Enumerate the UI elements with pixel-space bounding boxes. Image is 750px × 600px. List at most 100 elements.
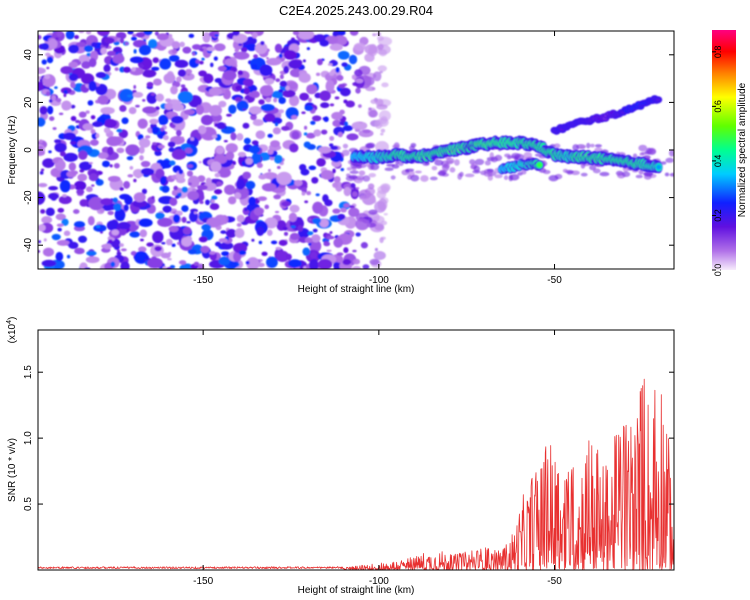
noise-blob <box>274 210 280 214</box>
haze-blob <box>635 174 643 179</box>
noise-blob <box>114 67 119 71</box>
noise-blob <box>358 170 366 176</box>
noise-blob <box>68 241 79 249</box>
noise-blob <box>90 115 96 120</box>
track-core <box>656 164 662 170</box>
noise-blob <box>160 159 173 169</box>
noise-blob <box>368 109 378 118</box>
noise-blob <box>267 168 271 172</box>
noise-blob <box>245 260 250 265</box>
noise-blob <box>178 260 187 265</box>
haze-blob <box>589 164 597 171</box>
noise-blob <box>270 240 278 245</box>
noise-blob <box>148 39 158 49</box>
noise-blob <box>88 196 104 211</box>
noise-blob <box>242 78 254 87</box>
noise-blob <box>142 99 146 102</box>
noise-blob <box>241 47 248 53</box>
noise-blob <box>312 201 324 214</box>
noise-blob <box>170 85 178 95</box>
noise-blob <box>273 154 283 164</box>
noise-blob <box>82 123 94 131</box>
noise-blob <box>85 256 100 264</box>
noise-blob <box>298 72 311 83</box>
haze-blob <box>594 144 602 148</box>
noise-blob <box>167 141 176 148</box>
noise-blob <box>73 180 87 191</box>
haze-blob <box>490 156 498 163</box>
noise-blob <box>368 45 378 57</box>
noise-blob <box>38 224 46 232</box>
noise-blob <box>206 46 216 52</box>
noise-blob <box>329 231 333 234</box>
noise-blob <box>209 203 220 210</box>
noise-blob <box>63 89 68 95</box>
noise-blob <box>332 119 342 127</box>
noise-blob <box>171 49 177 54</box>
haze-blob <box>439 170 448 174</box>
noise-blob <box>355 232 361 237</box>
noise-blob <box>45 207 55 217</box>
noise-blob <box>331 111 343 120</box>
noise-blob <box>191 44 202 50</box>
noise-blob <box>187 248 197 255</box>
noise-blob <box>238 43 243 47</box>
noise-blob <box>355 218 370 231</box>
noise-blob <box>155 168 165 180</box>
noise-blob <box>276 165 281 170</box>
bottom-y-tick-label: 1.0 <box>23 431 34 445</box>
noise-blob <box>127 94 133 98</box>
noise-blob <box>326 235 335 240</box>
noise-blob <box>75 119 81 124</box>
noise-blob <box>288 212 298 223</box>
noise-blob <box>79 262 88 269</box>
noise-blob <box>248 196 256 206</box>
noise-blob <box>164 102 174 111</box>
noise-blob <box>230 132 237 141</box>
noise-blob <box>333 237 344 248</box>
haze-blob <box>503 175 509 181</box>
noise-blob <box>326 249 332 252</box>
noise-blob <box>211 134 218 139</box>
noise-blob <box>209 31 215 37</box>
noise-blob <box>259 85 274 97</box>
haze-blob <box>370 163 380 171</box>
noise-blob <box>85 110 90 114</box>
noise-blob <box>273 97 278 103</box>
noise-blob <box>234 48 239 53</box>
noise-blob <box>331 59 336 64</box>
noise-blob <box>123 180 131 189</box>
noise-blob <box>197 125 207 135</box>
bottom-x-ticks: -150 -100 -50 <box>193 330 562 587</box>
noise-blob <box>333 176 341 183</box>
noise-blob <box>214 172 221 178</box>
noise-blob <box>54 86 58 90</box>
noise-blob <box>251 238 255 242</box>
haze-blob <box>464 173 475 178</box>
noise-blobs <box>38 31 674 269</box>
noise-blob <box>174 195 180 199</box>
noise-blob <box>63 93 67 98</box>
noise-blob <box>352 249 357 253</box>
noise-blob <box>345 100 355 108</box>
noise-blob <box>210 62 214 68</box>
noise-blob <box>132 33 138 37</box>
noise-blob <box>151 126 159 134</box>
haze-blob <box>449 167 456 173</box>
haze-blob <box>364 143 374 149</box>
noise-blob <box>210 161 222 172</box>
noise-blob <box>116 249 121 253</box>
noise-blob <box>55 213 66 221</box>
noise-blob <box>103 127 111 134</box>
noise-blob <box>306 132 316 139</box>
noise-blob <box>146 242 154 247</box>
noise-blob <box>195 59 200 64</box>
noise-blob <box>254 42 268 55</box>
noise-blob <box>48 186 59 191</box>
noise-blob <box>310 251 318 260</box>
noise-blob <box>300 168 310 176</box>
noise-blob <box>179 263 194 269</box>
noise-blob <box>346 133 359 141</box>
noise-blob <box>308 165 317 171</box>
noise-blob <box>218 100 227 108</box>
